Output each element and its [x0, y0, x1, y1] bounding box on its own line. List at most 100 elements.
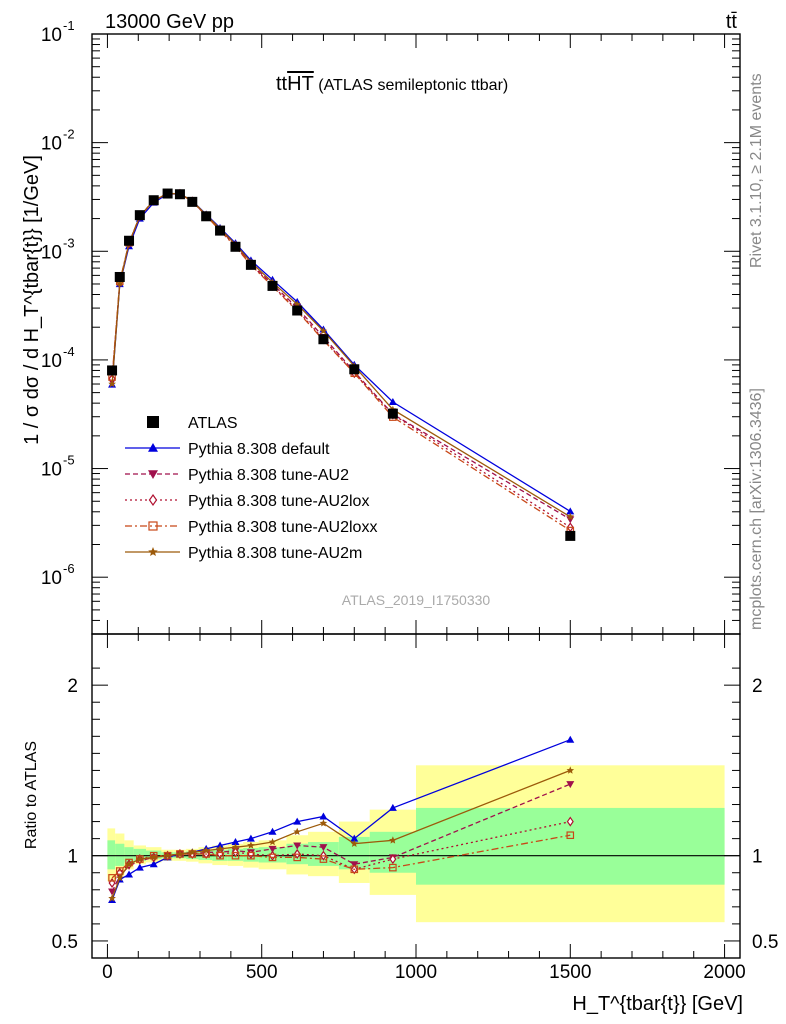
marker-triangle-down — [148, 470, 158, 479]
marker-star — [350, 839, 359, 847]
marker-star — [149, 853, 158, 861]
marker-data-square — [267, 280, 278, 291]
rivet-version-label: Rivet 3.1.10, ≥ 2.1M events — [748, 73, 765, 268]
main-y-tick-label: 10 — [41, 25, 62, 46]
main-y-tick-exponent: -1 — [63, 18, 75, 33]
legend: ATLAS Pythia 8.308 default Pythia 8.308 tu… — [125, 415, 377, 562]
marker-triangle-up — [125, 870, 134, 878]
main-y-tick-exponent: -4 — [63, 344, 75, 359]
marker-data-square — [162, 188, 173, 199]
ratio-band-green — [107, 840, 116, 870]
legend-label: Pythia 8.308 tune-AU2loxx — [188, 519, 377, 536]
marker-diamond — [148, 493, 158, 507]
marker-star — [216, 844, 224, 853]
marker-star — [163, 851, 172, 859]
main-series — [107, 188, 576, 541]
legend-label: Pythia 8.308 tune-AU2m — [188, 545, 362, 562]
marker-triangle-up — [566, 735, 575, 743]
marker-star — [268, 838, 277, 846]
plot-title-rest: (ATLAS semileptonic ttbar) — [314, 77, 508, 94]
marker-square — [319, 855, 328, 863]
ratio-y-tick-label-left: 1 — [67, 847, 78, 868]
legend-label: Pythia 8.308 tune-AU2 — [188, 467, 349, 484]
ratio-series-line — [111, 769, 571, 899]
marker-star — [319, 819, 328, 827]
marker-data-square — [147, 416, 159, 428]
marker-data-square — [565, 530, 576, 541]
marker-data-square — [107, 365, 118, 376]
marker-star — [116, 279, 124, 287]
marker-star — [176, 850, 184, 858]
main-y-axis-label: 1 / σ dσ / d H_T^{tbar{t}} [1/GeV] — [21, 155, 43, 445]
marker-data-square — [387, 408, 398, 419]
main-y-tick-label: 10 — [41, 460, 62, 481]
marker-triangle-up — [148, 443, 158, 452]
ratio-y-tick-label-left: 2 — [67, 676, 78, 697]
marker-square — [268, 853, 277, 862]
plot-title: ttHT (ATLAS semileptonic ttbar) — [276, 73, 508, 95]
marker-triangle-up — [231, 838, 240, 846]
marker-star — [125, 860, 133, 868]
marker-star — [148, 547, 158, 556]
marker-triangle-up — [216, 841, 225, 849]
main-y-tick-label: 10 — [41, 242, 62, 263]
marker-triangle-up — [135, 863, 144, 871]
x-tick-label: 2000 — [703, 962, 745, 983]
marker-data-square — [201, 211, 212, 222]
legend-entry-4: Pythia 8.308 tune-AU2loxx — [125, 519, 377, 536]
main-series-line — [111, 193, 571, 512]
data-points — [107, 188, 576, 541]
ratio-band-green — [115, 843, 125, 866]
marker-square — [231, 851, 240, 860]
marker-triangle-down — [566, 781, 575, 789]
ratio-y-tick-label-right: 0.5 — [752, 932, 778, 953]
marker-data-square — [292, 305, 303, 316]
mcplots-reference-label: mcplots.cern.ch [arXiv:1306.3436] — [748, 388, 765, 630]
marker-triangle-down — [108, 888, 117, 896]
ratio-series-5 — [108, 766, 575, 902]
main-y-tick-exponent: -3 — [63, 235, 75, 250]
legend-entry-5: Pythia 8.308 tune-AU2m — [125, 545, 362, 562]
main-series-line — [111, 192, 571, 532]
marker-star — [116, 873, 124, 882]
marker-star — [389, 836, 397, 844]
marker-diamond — [389, 854, 397, 865]
ratio-uncertainty-bands — [107, 765, 725, 923]
x-tick-label: 0 — [102, 962, 113, 983]
marker-triangle-up — [268, 827, 277, 835]
axis-ticks: 0 500 1000 1500 200010-610-510-410-310-210-1… — [41, 18, 779, 983]
marker-data-square — [114, 271, 125, 282]
marker-square — [293, 853, 302, 862]
ratio-y-tick-label-right: 2 — [752, 676, 763, 697]
x-tick-label: 1000 — [395, 962, 437, 983]
marker-star — [188, 848, 197, 856]
marker-triangle-down — [319, 844, 328, 852]
legend-label: Pythia 8.308 default — [188, 441, 330, 458]
ratio-y-tick-label-left: 0.5 — [52, 932, 78, 953]
marker-triangle-up — [350, 834, 359, 842]
marker-triangle-up — [566, 507, 575, 515]
ratio-series — [108, 735, 575, 904]
plot-title-overline: HT — [287, 73, 314, 95]
marker-star — [108, 380, 116, 388]
legend-entry-1: Pythia 8.308 default — [125, 441, 330, 458]
legend-label-data: ATLAS — [188, 415, 238, 432]
legend-entry-2: Pythia 8.308 tune-AU2 — [125, 467, 349, 484]
plot-title-main: tt — [276, 73, 288, 95]
marker-triangle-up — [388, 803, 397, 811]
marker-star — [293, 827, 301, 835]
marker-data-square — [134, 210, 145, 221]
marker-data-square — [124, 235, 135, 246]
ratio-y-tick-label-right: 1 — [752, 847, 763, 868]
marker-square — [389, 863, 397, 872]
watermark: ATLAS_2019_I1750330 — [342, 592, 491, 608]
x-tick-label: 1500 — [549, 962, 591, 983]
marker-triangle-up — [319, 812, 328, 820]
marker-star — [108, 894, 116, 902]
marker-star — [566, 512, 575, 520]
marker-triangle-up — [293, 817, 302, 825]
marker-triangle-up — [388, 398, 397, 406]
marker-square — [148, 521, 158, 531]
marker-star — [231, 843, 240, 851]
